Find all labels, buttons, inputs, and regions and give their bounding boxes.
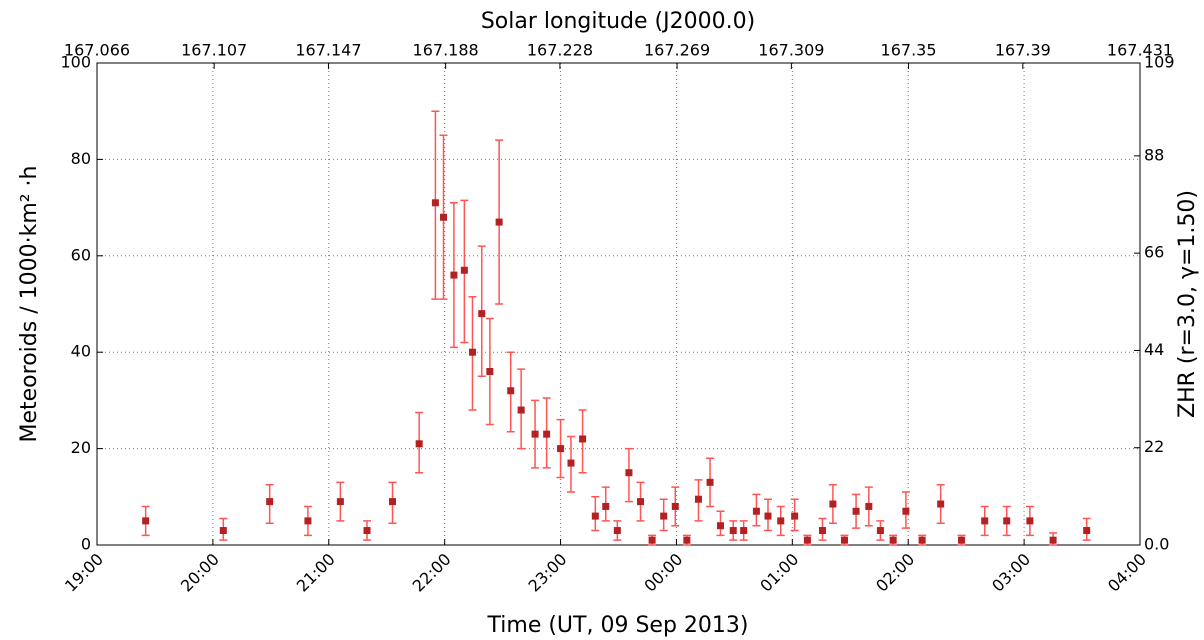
y-axis-label: Meteoroids / 1000·km² ·h [17,166,42,443]
x2-tick-label: 167.269 [644,41,710,60]
data-point [440,213,448,221]
x-tick-label: 22:00 [409,550,455,596]
x2-tick-label: 167.107 [181,41,247,60]
data-point [363,527,371,535]
data-point [543,430,551,438]
y-tick-label: 40 [71,342,91,361]
data-point [531,430,539,438]
x-tick-label: 19:00 [61,550,107,596]
data-point [803,536,811,544]
y2-axis-label: ZHR (r=3.0, γ=1.50) [1175,190,1200,418]
data-point [567,459,575,467]
y-tick-label: 0 [81,535,91,554]
plot-frame [96,62,1141,546]
data-point [579,435,587,443]
data-point [902,507,910,515]
data-point [431,199,439,207]
x2-tick-label: 167.309 [758,41,824,60]
data-point [389,498,397,506]
data-point [829,500,837,508]
x-tick-label: 03:00 [988,550,1034,596]
data-point [764,512,772,520]
data-point [694,495,702,503]
data-point [752,507,760,515]
x-axis-label: Time (UT, 09 Sep 2013) [487,613,749,638]
data-point [336,498,344,506]
data-point [716,522,724,530]
x-tick-label: 01:00 [756,550,802,596]
data-point [729,527,737,535]
data-point [840,536,848,544]
y2-tick-label: 22 [1144,437,1164,456]
data-point [142,517,150,525]
x2-tick-label: 167.228 [527,41,593,60]
y2-tick-label: 44 [1144,340,1164,359]
x2-tick-label: 167.35 [881,41,937,60]
data-point [507,387,515,395]
data-point [613,527,621,535]
y2-tick-label: 109 [1144,53,1175,72]
data-point [415,440,423,448]
data-point [791,512,799,520]
data-point [865,502,873,510]
x2-tick-label: 167.39 [995,41,1051,60]
data-point [486,367,494,375]
x2-tick-label: 167.431 [1107,41,1173,60]
data-point [648,536,656,544]
data-point [450,271,458,279]
data-point [683,536,691,544]
y2-tick-label: 66 [1144,243,1164,262]
data-point [852,507,860,515]
data-point [1003,517,1011,525]
x-tick-label: 20:00 [177,550,223,596]
data-point [517,406,525,414]
data-point [981,517,989,525]
data-point [637,498,645,506]
data-point [671,502,679,510]
x2-tick-label: 167.066 [64,41,130,60]
data-point [557,445,565,453]
x-tick-label: 04:00 [1104,550,1150,596]
data-point [1083,527,1091,535]
data-point [1026,517,1034,525]
data-point [740,527,748,535]
x-tick-label: 00:00 [640,550,686,596]
data-point [304,517,312,525]
data-point [219,527,227,535]
chart-title: Solar longitude (J2000.0) [481,9,755,34]
data-point [660,512,668,520]
data-point [460,266,468,274]
data-point [1049,536,1057,544]
data-point [818,527,826,535]
data-point [266,498,274,506]
y-tick-label: 60 [71,245,91,264]
data-point [876,527,884,535]
data-point [777,517,785,525]
y-tick-label: 80 [71,149,91,168]
data-point [706,478,714,486]
data-point [478,310,486,318]
data-point [591,512,599,520]
data-point [918,536,926,544]
x2-tick-label: 167.188 [413,41,479,60]
data-point [468,348,476,356]
data-point [495,218,503,226]
x-tick-label: 21:00 [293,550,339,596]
y-tick-label: 20 [71,438,91,457]
data-point [602,502,610,510]
data-point [889,536,897,544]
x2-tick-label: 167.147 [295,41,361,60]
data-point [625,469,633,477]
y-tick-label: 100 [60,53,91,72]
data-point [958,536,966,544]
y2-tick-label: 88 [1144,145,1164,164]
y2-tick-label: 0.0 [1144,535,1169,554]
x-tick-label: 02:00 [872,550,918,596]
x-tick-label: 23:00 [525,550,571,596]
data-point [937,500,945,508]
